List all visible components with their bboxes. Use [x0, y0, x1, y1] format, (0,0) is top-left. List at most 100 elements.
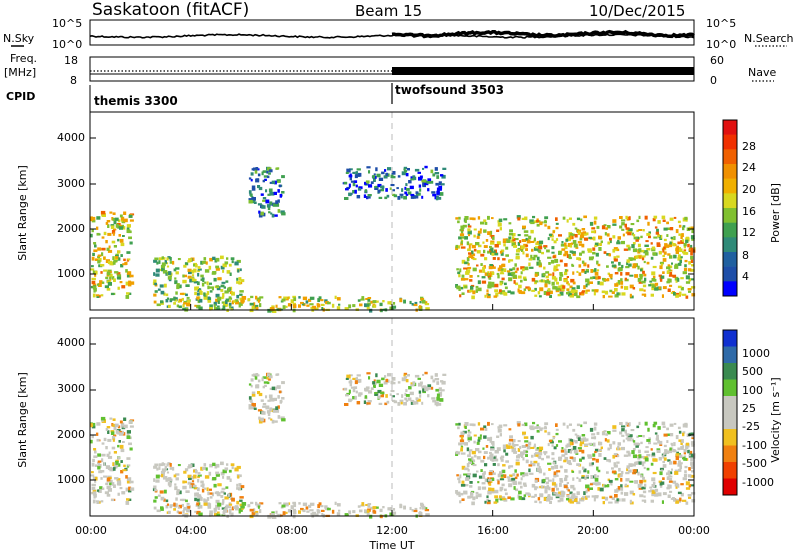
power-cell-673 — [176, 304, 179, 308]
velocity-cell-523 — [357, 394, 362, 397]
power-cell-1647 — [600, 240, 603, 244]
power-cell-1333 — [472, 258, 477, 261]
power-cell-87 — [93, 249, 98, 252]
power-cell-223 — [197, 299, 201, 302]
velocity-cell-800 — [473, 434, 477, 437]
power-cell-583 — [427, 178, 432, 182]
freq-label-line1: Freq. — [10, 52, 37, 65]
power-cell-176 — [217, 277, 222, 281]
power-cell-1179 — [568, 217, 572, 220]
velocity-cell-173 — [153, 465, 158, 469]
power-cell-1477 — [511, 236, 515, 240]
velocity-cell-842 — [675, 485, 678, 489]
velocity-cell-338 — [167, 482, 172, 486]
velocity-cell-97 — [101, 419, 104, 422]
velocity-cell-1088 — [620, 486, 624, 491]
power-cell-996 — [559, 274, 564, 277]
power-cell-1388 — [603, 224, 607, 227]
velocity-cell-1423 — [464, 467, 468, 471]
power-cell-298 — [231, 260, 234, 264]
power-cell-1459 — [489, 245, 492, 249]
power-cell-1457 — [534, 273, 538, 277]
velocity-cell-945 — [550, 465, 555, 470]
power-cell-1040 — [587, 264, 590, 268]
power-cell-1628 — [592, 227, 596, 230]
power-cell-1383 — [574, 289, 578, 293]
velocity-cell-1483 — [612, 454, 616, 459]
power-cell-1634 — [543, 291, 547, 295]
velocity-cell-1190 — [466, 447, 470, 452]
power-cell-479 — [384, 196, 388, 200]
power-cell-724 — [182, 307, 186, 311]
velocity-cell-602 — [345, 377, 349, 380]
velocity-cell-1426 — [652, 471, 657, 475]
power-cell-334 — [212, 256, 216, 260]
power-cell-790 — [230, 308, 233, 311]
velocity-cell-1624 — [521, 474, 525, 478]
power-cell-1681 — [594, 271, 599, 276]
velocity-cell-259 — [160, 496, 165, 501]
velocity-cell-1228 — [544, 489, 548, 494]
velocity-cell-737 — [250, 501, 254, 505]
power-cell-743 — [308, 298, 312, 302]
velocity-cell-87 — [93, 455, 98, 458]
velocity-cell-1290 — [662, 454, 665, 459]
velocity-cell-830 — [642, 490, 647, 494]
power-cell-1203 — [597, 281, 600, 285]
power-cell-1109 — [462, 224, 467, 228]
velocity-cell-282 — [239, 496, 244, 499]
velocity-cell-151 — [116, 482, 121, 486]
velocity-cell-152 — [105, 428, 109, 431]
power-cell-98 — [126, 251, 131, 254]
velocity-cell-1161 — [640, 474, 643, 478]
power-cell-874 — [572, 222, 576, 226]
power-cell-1591 — [490, 240, 495, 244]
power-cell-339 — [161, 256, 164, 260]
velocity-cell-540 — [386, 400, 390, 404]
velocity-cell-289 — [164, 466, 167, 470]
power-cell-221 — [168, 278, 172, 282]
power-cell-1370 — [523, 288, 527, 291]
velocity-cell-1275 — [473, 454, 477, 458]
velocity-cell-299 — [207, 491, 210, 496]
velocity-cell-1453 — [460, 446, 463, 450]
power-cell-311 — [215, 257, 220, 262]
power-cell-25 — [126, 274, 131, 278]
power-cell-744 — [168, 304, 171, 308]
velocity-cell-200 — [177, 490, 182, 495]
power-cell-249 — [229, 272, 232, 276]
velocity-cell-127 — [109, 417, 113, 420]
power-cell-1317 — [508, 232, 514, 236]
power-cell-117 — [97, 255, 100, 258]
power-cell-731 — [389, 306, 392, 311]
power-cell-487 — [405, 193, 409, 196]
velocity-cell-670 — [382, 506, 385, 509]
power-cell-858 — [460, 286, 464, 290]
velocity-cell-1610 — [654, 488, 659, 492]
power-cell-730 — [177, 300, 180, 303]
velocity-cell-1107 — [637, 449, 641, 454]
power-cell-780 — [411, 303, 414, 306]
power-cell-1531 — [592, 251, 596, 255]
velocity-cell-1270 — [659, 471, 663, 476]
power-cell-1666 — [663, 227, 668, 231]
power-cell-257 — [220, 265, 225, 270]
power-cell-392 — [262, 212, 266, 217]
velocity-cell-1643 — [572, 459, 576, 462]
velocity-cell-1673 — [617, 454, 620, 457]
power-cell-365 — [204, 281, 207, 284]
power-cell-1174 — [492, 266, 496, 269]
velocity-cell-401 — [274, 409, 280, 413]
power-cell-1622 — [674, 265, 679, 269]
velocity-cell-1434 — [532, 463, 536, 467]
power-cell-489 — [389, 187, 392, 190]
power-cell-1213 — [577, 241, 582, 244]
velocity-cell-139 — [100, 500, 104, 503]
velocity-cell-271 — [181, 503, 184, 507]
power-cell-747 — [364, 303, 367, 307]
velocity-cell-1576 — [617, 445, 620, 450]
power-cell-636 — [420, 298, 425, 301]
velocity-cell-571 — [404, 397, 407, 401]
velocity-cell-593 — [358, 378, 362, 383]
velocity-cell-241 — [153, 506, 157, 510]
